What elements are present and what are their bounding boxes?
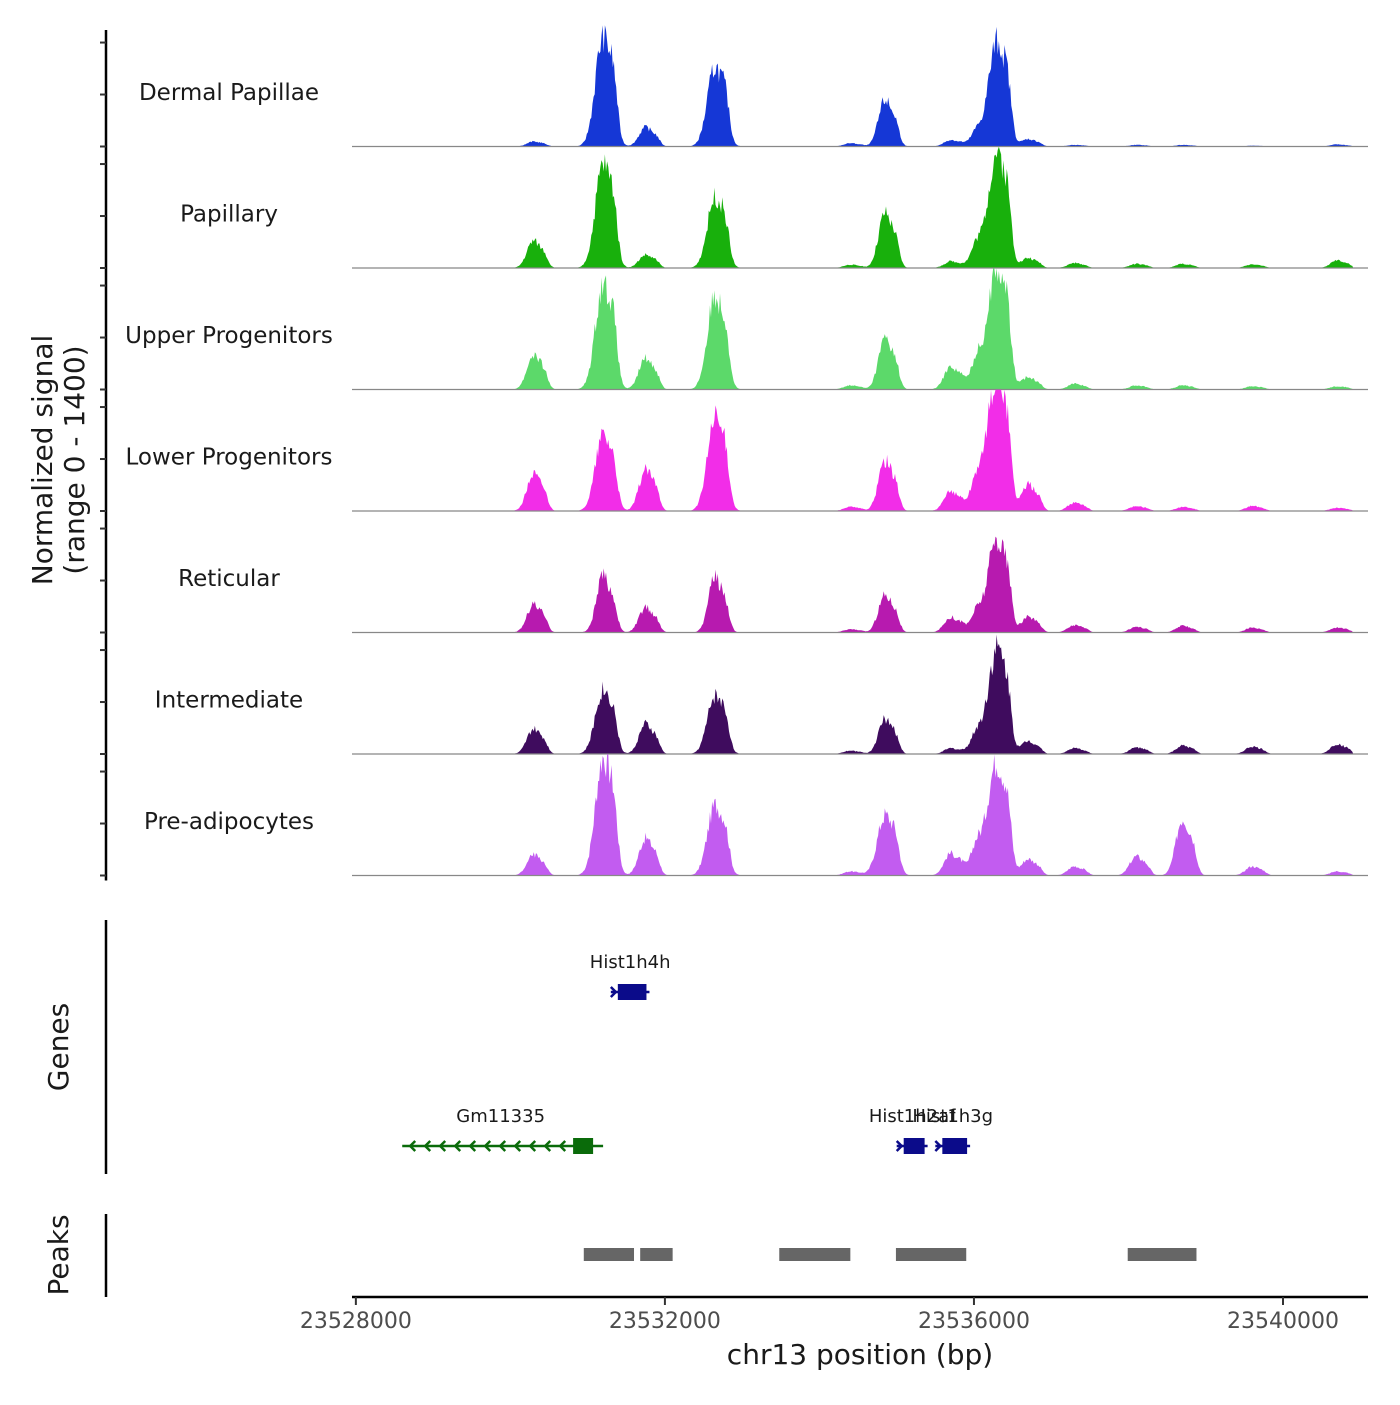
strand-arrow bbox=[468, 1140, 477, 1152]
peak-track-title: Peaks bbox=[42, 1214, 75, 1295]
peak-region bbox=[895, 1248, 967, 1261]
x-axis: 23528000 23532000 23536000 23540000 bbox=[300, 1295, 1368, 1334]
coverage-area-lower-progenitors bbox=[352, 389, 1368, 511]
x-tick-label: 23540000 bbox=[1227, 1309, 1339, 1334]
coverage-tracks: Dermal Papillae Papillary Upper Progenitor… bbox=[100, 25, 1368, 881]
strand-arrow bbox=[895, 1140, 904, 1152]
gene-gm11335: Gm11335 bbox=[402, 1106, 604, 1154]
gene-label: Hist1h3g bbox=[912, 1106, 993, 1127]
x-axis-title: chr13 position (bp) bbox=[727, 1338, 993, 1371]
coverage-area-intermediate bbox=[352, 634, 1368, 754]
gene-label: Hist1h2af bbox=[869, 1106, 956, 1127]
strand-arrow bbox=[934, 1140, 943, 1152]
coverage-area-upper-progenitors bbox=[352, 268, 1368, 390]
track-label: Reticular bbox=[178, 566, 280, 592]
coverage-area-pre-adipocytes bbox=[352, 754, 1368, 876]
gene-label: Hist1h4h bbox=[590, 952, 671, 973]
coverage-area-papillary bbox=[352, 146, 1368, 268]
exon-block bbox=[617, 984, 647, 1000]
exon-block bbox=[942, 1138, 968, 1154]
exon-block bbox=[903, 1138, 925, 1154]
peak-track bbox=[104, 1214, 1197, 1297]
gene-track-title: Genes bbox=[42, 1003, 75, 1091]
gene-hist1h3g: Hist1h3g bbox=[912, 1106, 993, 1154]
strand-arrow bbox=[543, 1140, 552, 1152]
peak-region bbox=[640, 1248, 673, 1261]
track-label: Upper Progenitors bbox=[125, 323, 333, 349]
strand-arrow bbox=[438, 1140, 447, 1152]
peak-region bbox=[583, 1248, 635, 1261]
strand-arrow bbox=[609, 986, 618, 998]
x-tick-label: 23532000 bbox=[609, 1309, 721, 1334]
coverage-area-dermal-papillae bbox=[352, 25, 1368, 147]
track-label: Intermediate bbox=[155, 688, 303, 714]
x-tick-label: 23536000 bbox=[918, 1309, 1030, 1334]
strand-arrow bbox=[513, 1140, 522, 1152]
gene-hist1h4h: Hist1h4h bbox=[590, 952, 671, 1000]
gene-hist1h2af: Hist1h2af bbox=[869, 1106, 956, 1154]
strand-arrow bbox=[483, 1140, 492, 1152]
y-axis-title-line2: (range 0 - 1400) bbox=[58, 345, 91, 574]
strand-arrow bbox=[453, 1140, 462, 1152]
strand-arrow bbox=[408, 1140, 417, 1152]
strand-arrow bbox=[423, 1140, 432, 1152]
track-label: Pre-adipocytes bbox=[144, 809, 314, 835]
strand-arrow bbox=[498, 1140, 507, 1152]
peak-region bbox=[1127, 1248, 1197, 1261]
gene-label: Gm11335 bbox=[456, 1106, 545, 1127]
y-axis-title-line1: Normalized signal bbox=[26, 335, 59, 586]
exon-block bbox=[573, 1138, 594, 1154]
track-label: Dermal Papillae bbox=[139, 80, 319, 106]
strand-arrow bbox=[558, 1140, 567, 1152]
coverage-area-reticular bbox=[352, 536, 1368, 633]
peak-region bbox=[779, 1248, 851, 1261]
strand-arrow bbox=[528, 1140, 537, 1152]
track-label: Papillary bbox=[180, 202, 278, 228]
track-label: Lower Progenitors bbox=[126, 445, 333, 471]
x-tick-label: 23528000 bbox=[300, 1309, 412, 1334]
